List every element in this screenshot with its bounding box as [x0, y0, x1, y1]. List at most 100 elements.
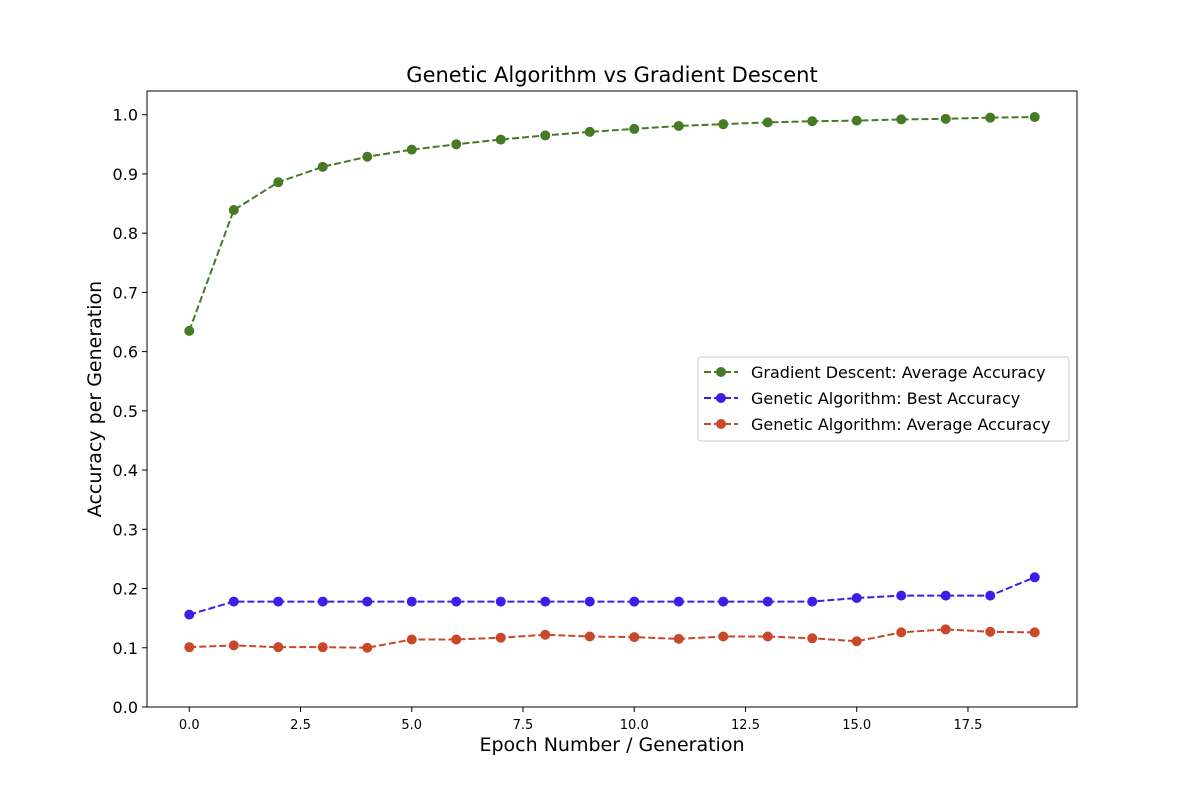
data-point [406, 596, 417, 607]
series-2 [184, 624, 1040, 653]
data-point [1029, 572, 1040, 583]
legend: Gradient Descent: Average Accuracy Geneti… [697, 356, 1070, 442]
plot-area [184, 112, 1040, 653]
data-point [718, 596, 729, 607]
legend-item: Genetic Algorithm: Average Accuracy [704, 415, 1051, 434]
data-point [451, 139, 462, 150]
data-point [495, 134, 506, 145]
y-tick-label: 0.1 [113, 639, 138, 658]
legend-label: Genetic Algorithm: Average Accuracy [751, 415, 1051, 434]
data-point [629, 632, 640, 643]
data-point [362, 596, 373, 607]
data-point [762, 631, 773, 642]
data-point [940, 590, 951, 601]
x-tick-label: 15.0 [842, 718, 871, 733]
legend-marker [716, 367, 726, 377]
data-point [184, 325, 195, 336]
data-point [807, 116, 818, 127]
data-point [451, 596, 462, 607]
legend-item: Gradient Descent: Average Accuracy [704, 363, 1046, 382]
x-tick-label: 2.5 [290, 718, 311, 733]
chart-title: Genetic Algorithm vs Gradient Descent [406, 63, 817, 87]
data-point [851, 636, 862, 647]
data-point [584, 126, 595, 137]
data-point [718, 119, 729, 130]
y-tick-label: 0.8 [113, 224, 138, 243]
data-point [1029, 112, 1040, 123]
plot-frame [146, 90, 1078, 708]
series-line [188, 576, 1036, 616]
data-point [1029, 627, 1040, 638]
data-point [362, 642, 373, 653]
legend-label: Gradient Descent: Average Accuracy [751, 363, 1046, 382]
data-point [317, 596, 328, 607]
series-line [188, 116, 1035, 332]
data-point [184, 642, 195, 653]
data-point [317, 161, 328, 172]
data-point [762, 596, 773, 607]
x-tick-label: 17.5 [954, 718, 983, 733]
data-point [896, 114, 907, 125]
series-1 [184, 572, 1040, 620]
x-tick-label: 5.0 [401, 718, 422, 733]
legend-item: Genetic Algorithm: Best Accuracy [704, 389, 1020, 408]
series-line [189, 628, 1035, 649]
data-point [762, 117, 773, 128]
data-point [629, 123, 640, 134]
data-point [362, 151, 373, 162]
data-point [985, 626, 996, 637]
data-point [273, 642, 284, 653]
data-point [629, 596, 640, 607]
data-point [495, 596, 506, 607]
data-point [851, 593, 862, 604]
data-point [584, 596, 595, 607]
y-tick-label: 0.6 [113, 343, 138, 362]
legend-label: Genetic Algorithm: Best Accuracy [751, 389, 1020, 408]
y-tick-label: 0.5 [113, 402, 138, 421]
y-tick-label: 0.4 [113, 461, 138, 480]
data-point [228, 640, 239, 651]
data-point [540, 629, 551, 640]
legend-box [697, 356, 1070, 442]
data-point [184, 609, 195, 620]
data-point [406, 634, 417, 645]
data-point [584, 631, 595, 642]
data-point [406, 144, 417, 155]
y-tick-label: 0.0 [113, 698, 138, 717]
data-point [451, 634, 462, 645]
data-point [985, 590, 996, 601]
data-point [673, 120, 684, 131]
data-point [228, 596, 239, 607]
x-axis-label: Epoch Number / Generation [479, 734, 744, 756]
data-point [273, 596, 284, 607]
data-point [495, 632, 506, 643]
y-tick-label: 0.2 [113, 580, 138, 599]
data-point [673, 633, 684, 644]
y-tick-label: 0.3 [113, 520, 138, 539]
x-tick-label: 0.0 [179, 718, 200, 733]
x-tick-label: 12.5 [731, 718, 760, 733]
y-axis-label: Accuracy per Generation [84, 281, 106, 517]
data-point [896, 590, 907, 601]
data-point [718, 631, 729, 642]
y-tick-label: 0.7 [113, 283, 138, 302]
data-point [540, 596, 551, 607]
data-point [807, 596, 818, 607]
legend-marker [716, 393, 726, 403]
data-point [317, 642, 328, 653]
data-point [228, 205, 239, 216]
x-tick-label: 7.5 [513, 718, 534, 733]
series-0 [184, 112, 1040, 336]
data-point [807, 633, 818, 644]
legend-marker [716, 419, 726, 429]
data-point [673, 596, 684, 607]
data-point [540, 130, 551, 141]
data-point [940, 113, 951, 124]
y-tick-label: 0.9 [113, 165, 138, 184]
y-tick-label: 1.0 [113, 106, 138, 125]
axes: 0.0 0.1 0.2 0.3 0.4 0.5 0.6 0.7 0.8 0.9 1.0 0.0 2.5 5… [113, 106, 983, 733]
data-point [940, 624, 951, 635]
data-point [896, 627, 907, 638]
x-tick-label: 10.0 [620, 718, 649, 733]
